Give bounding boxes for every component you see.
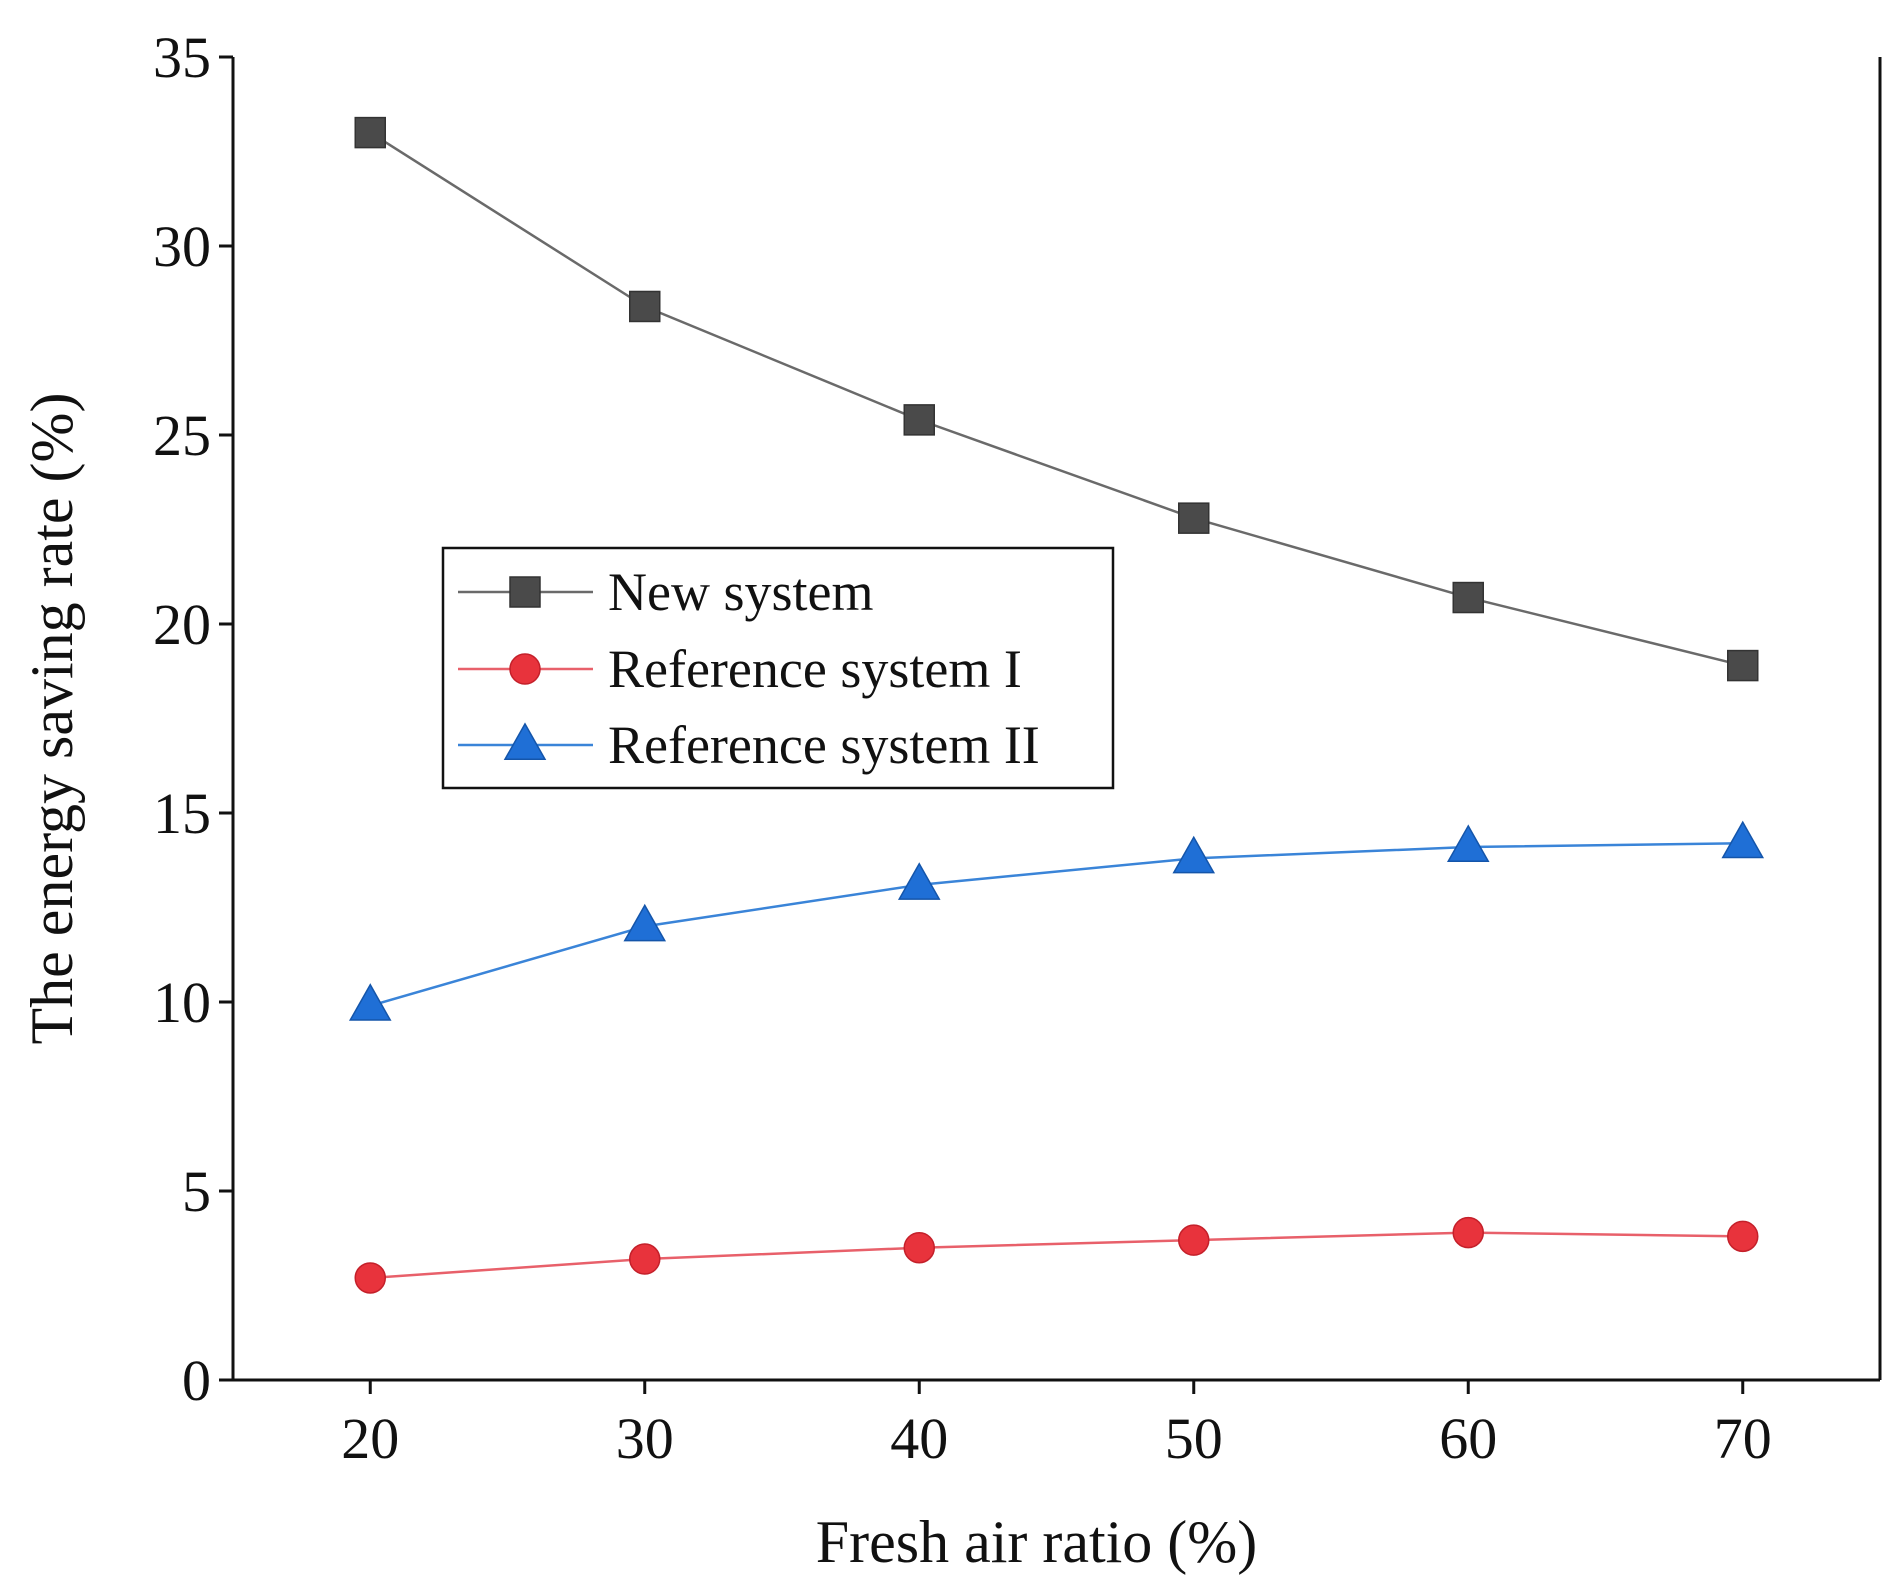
x-tick-label: 70	[1714, 1406, 1772, 1471]
y-axis-title: The energy saving rate (%)	[19, 393, 85, 1045]
legend: New system Reference system I Reference sy…	[441, 546, 1115, 790]
y-tick-label: 20	[153, 592, 211, 657]
x-axis-title: Fresh air ratio (%)	[816, 1509, 1258, 1575]
y-tick-label: 5	[182, 1159, 211, 1224]
legend-marker	[509, 653, 541, 685]
y-tick-label: 10	[153, 970, 211, 1035]
data-point	[897, 862, 941, 900]
legend-marker	[509, 576, 541, 608]
data-point	[1721, 820, 1765, 859]
series-reference-system-i	[354, 1216, 1759, 1294]
legend-label: Reference system I	[608, 639, 1022, 699]
data-point	[1172, 835, 1216, 874]
y-tick-label: 30	[153, 214, 211, 279]
series-line	[369, 131, 1744, 667]
legend-label: Reference system II	[608, 715, 1040, 775]
series-reference-system-ii	[348, 820, 1765, 1021]
legend-marker	[503, 722, 547, 761]
data-point	[1446, 824, 1490, 863]
data-point	[1178, 1224, 1210, 1256]
data-point	[354, 116, 386, 149]
data-point	[1452, 1216, 1484, 1249]
x-tick-label: 50	[1165, 1406, 1223, 1471]
x-tick-label: 20	[341, 1406, 399, 1471]
x-tick-label: 40	[890, 1406, 948, 1471]
y-tick-label: 0	[182, 1348, 211, 1413]
data-point	[623, 903, 667, 942]
data-point	[629, 1243, 661, 1275]
series-line	[369, 841, 1743, 1007]
data-point	[348, 983, 392, 1021]
y-tick-label: 15	[153, 781, 211, 846]
data-point	[1452, 581, 1484, 614]
data-point	[1727, 649, 1759, 682]
y-tick-label: 25	[153, 403, 211, 468]
data-point	[354, 1262, 386, 1294]
data-point	[629, 290, 661, 323]
legend-label: New system	[608, 562, 873, 622]
data-point	[1727, 1220, 1759, 1253]
series-new-system	[354, 116, 1759, 682]
data-point	[1178, 502, 1210, 534]
data-point	[903, 404, 935, 436]
x-tick-label: 60	[1439, 1406, 1497, 1471]
data-point	[903, 1231, 935, 1264]
x-tick-label: 30	[616, 1406, 674, 1471]
y-tick-label: 35	[153, 25, 211, 90]
series-line	[370, 1231, 1743, 1280]
